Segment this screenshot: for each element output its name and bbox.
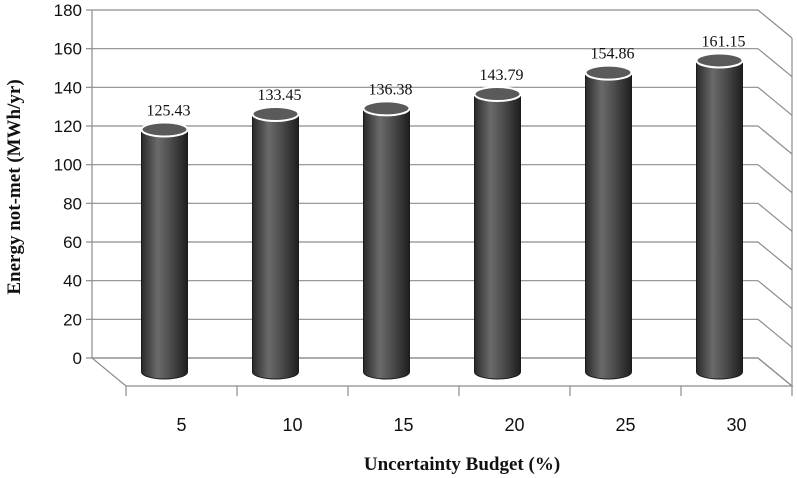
data-label: 136.38: [369, 81, 413, 98]
gridlines: [86, 9, 793, 387]
gridline-side: [757, 202, 793, 232]
x-axis-title: Uncertainty Budget (%): [364, 454, 560, 475]
bar-body: [696, 59, 743, 380]
bar-top: [584, 64, 633, 81]
x-tick-label: 30: [726, 415, 746, 435]
bar-top: [251, 105, 300, 122]
gridline-side: [757, 86, 793, 116]
y-tick-label: 0: [73, 349, 82, 368]
bar: [695, 52, 744, 380]
y-tick-label: 40: [63, 272, 82, 291]
data-label: 143.79: [480, 67, 524, 84]
y-axis-ticks: 0 20 40 60 80 100 120 140 160 180: [54, 1, 82, 368]
gridline-side: [757, 9, 793, 39]
data-label: 125.43: [147, 103, 191, 120]
bar-body: [141, 129, 188, 380]
data-label: 161.15: [702, 33, 746, 50]
gridline-side: [757, 357, 793, 387]
gridline-side: [757, 125, 793, 155]
x-tick-label: 10: [282, 415, 302, 435]
x-tick-label: 5: [176, 415, 186, 435]
bar: [362, 100, 411, 380]
y-tick-label: 80: [63, 194, 82, 213]
x-axis-ticks: 5 10 15 20 25 30: [125, 386, 793, 435]
bar-top: [362, 100, 411, 117]
bar-body: [363, 107, 410, 380]
bar: [473, 86, 522, 380]
gridline-side: [757, 241, 793, 271]
bar: [140, 121, 189, 380]
bar-body: [474, 93, 521, 380]
bars: [140, 52, 744, 380]
gridline-side: [757, 164, 793, 194]
data-labels: 125.43 133.45 136.38 143.79 154.86 161.15: [147, 33, 746, 119]
back-wall: [92, 10, 758, 358]
bar-top: [140, 121, 189, 138]
bar-body: [252, 113, 299, 380]
y-tick-label: 120: [54, 117, 82, 136]
gridline-side: [757, 318, 793, 348]
gridline-side: [757, 48, 793, 78]
bar-top: [473, 86, 522, 103]
bar-top: [695, 52, 744, 69]
y-tick-label: 160: [54, 40, 82, 59]
y-tick-label: 180: [54, 1, 82, 20]
data-label: 154.86: [591, 46, 635, 63]
x-tick-label: 15: [393, 415, 413, 435]
gridline-side: [757, 280, 793, 310]
bar-body: [585, 72, 632, 380]
floor: [90, 357, 794, 387]
y-tick-label: 100: [54, 156, 82, 175]
x-tick-label: 25: [615, 415, 635, 435]
x-tick-label: 20: [504, 415, 524, 435]
y-tick-label: 140: [54, 78, 82, 97]
bar: [251, 105, 300, 380]
y-tick-label: 20: [63, 310, 82, 329]
bar: [584, 64, 633, 380]
y-axis-title: Energy not-met (MWh/yr): [4, 79, 25, 294]
plot-walls: [90, 10, 794, 387]
data-label: 133.45: [258, 87, 302, 104]
y-tick-label: 60: [63, 233, 82, 252]
